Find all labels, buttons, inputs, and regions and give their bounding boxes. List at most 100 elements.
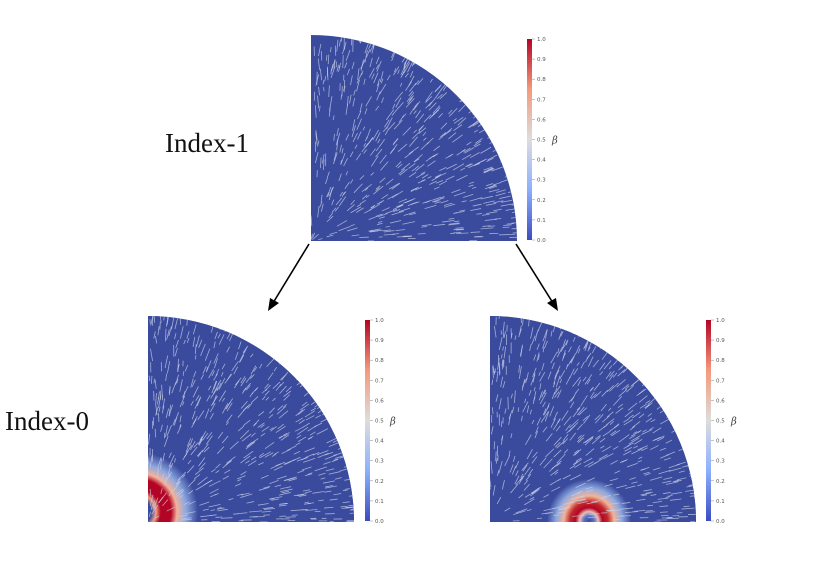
streamline bbox=[365, 96, 372, 107]
streamline bbox=[164, 355, 169, 369]
streamline bbox=[385, 178, 394, 185]
streamline bbox=[240, 493, 253, 498]
streamline bbox=[240, 377, 247, 387]
streamline bbox=[576, 490, 583, 494]
streamline bbox=[542, 339, 546, 349]
streamline bbox=[352, 132, 358, 143]
streamline bbox=[638, 456, 643, 459]
streamline bbox=[505, 208, 515, 211]
streamline bbox=[551, 362, 555, 370]
streamline bbox=[498, 460, 503, 474]
streamline bbox=[338, 62, 342, 69]
streamline bbox=[324, 490, 332, 493]
streamline bbox=[302, 489, 311, 492]
streamline bbox=[524, 398, 527, 403]
streamline bbox=[498, 398, 502, 410]
streamline bbox=[618, 389, 628, 397]
streamline bbox=[555, 462, 561, 467]
streamline bbox=[245, 460, 250, 464]
streamline bbox=[386, 74, 391, 81]
streamline bbox=[375, 105, 380, 111]
streamline bbox=[338, 173, 342, 182]
streamline bbox=[295, 417, 304, 423]
streamline bbox=[474, 137, 483, 144]
streamline bbox=[153, 316, 156, 323]
streamline bbox=[403, 62, 411, 74]
streamline bbox=[501, 199, 513, 203]
streamline bbox=[543, 405, 550, 416]
streamline bbox=[393, 209, 401, 212]
streamline bbox=[377, 138, 381, 144]
streamline bbox=[688, 470, 696, 475]
streamline bbox=[402, 221, 416, 225]
streamline bbox=[344, 62, 348, 69]
streamline bbox=[193, 442, 199, 448]
streamline bbox=[621, 502, 631, 504]
streamline bbox=[175, 374, 179, 385]
streamline bbox=[588, 513, 600, 515]
streamline bbox=[556, 440, 565, 449]
streamline bbox=[359, 236, 369, 239]
streamline bbox=[616, 484, 627, 489]
streamline bbox=[428, 102, 437, 111]
streamline bbox=[238, 341, 242, 350]
streamline bbox=[451, 189, 461, 194]
streamline bbox=[259, 451, 272, 459]
streamline bbox=[420, 171, 426, 175]
streamline bbox=[548, 464, 557, 472]
streamline bbox=[275, 461, 286, 467]
streamline bbox=[157, 457, 162, 470]
streamline bbox=[407, 61, 413, 73]
streamline bbox=[432, 197, 445, 203]
streamline bbox=[296, 434, 302, 439]
streamline bbox=[375, 132, 381, 142]
streamline bbox=[297, 470, 305, 474]
streamline bbox=[264, 454, 270, 458]
streamline bbox=[196, 449, 204, 457]
streamline bbox=[215, 368, 220, 377]
streamline bbox=[663, 457, 671, 461]
streamline bbox=[307, 502, 315, 504]
streamline bbox=[610, 430, 617, 436]
streamline bbox=[557, 389, 562, 399]
streamline bbox=[665, 439, 673, 444]
streamline bbox=[217, 508, 228, 512]
streamline bbox=[504, 507, 511, 512]
streamline bbox=[495, 451, 497, 462]
streamline bbox=[562, 434, 569, 442]
streamline bbox=[659, 505, 669, 507]
label-index-1: Index-1 bbox=[165, 128, 249, 158]
streamline bbox=[338, 196, 347, 207]
streamline bbox=[174, 458, 176, 463]
streamline bbox=[149, 494, 154, 507]
streamline bbox=[663, 492, 671, 495]
streamline bbox=[463, 147, 471, 153]
streamline bbox=[506, 223, 514, 225]
streamline bbox=[569, 432, 577, 441]
streamline bbox=[650, 494, 657, 496]
streamline bbox=[278, 359, 284, 365]
streamline bbox=[644, 511, 656, 513]
streamline bbox=[542, 426, 548, 433]
colorbar-gradient bbox=[365, 320, 370, 521]
streamline bbox=[601, 351, 609, 360]
streamline bbox=[533, 387, 536, 392]
streamline bbox=[298, 419, 305, 424]
streamline bbox=[398, 101, 404, 109]
streamline bbox=[342, 489, 348, 492]
streamline bbox=[565, 364, 569, 370]
streamline bbox=[200, 374, 204, 380]
streamline bbox=[281, 448, 291, 454]
streamline bbox=[425, 91, 433, 102]
colorbar-tick-label: 0.6 bbox=[537, 117, 546, 123]
streamline bbox=[372, 37, 378, 47]
panel-index-0-right: 0.0 0.1 0.2 0.3 0.4 0.5 0.6 0.7 0.8 0.9 1.0 β bbox=[490, 316, 737, 525]
streamline bbox=[452, 134, 463, 143]
streamline bbox=[375, 64, 380, 70]
streamline bbox=[399, 82, 403, 87]
streamline bbox=[421, 224, 432, 227]
streamline bbox=[210, 468, 216, 473]
streamline bbox=[658, 469, 671, 475]
streamline bbox=[240, 492, 250, 496]
streamline bbox=[453, 212, 458, 214]
